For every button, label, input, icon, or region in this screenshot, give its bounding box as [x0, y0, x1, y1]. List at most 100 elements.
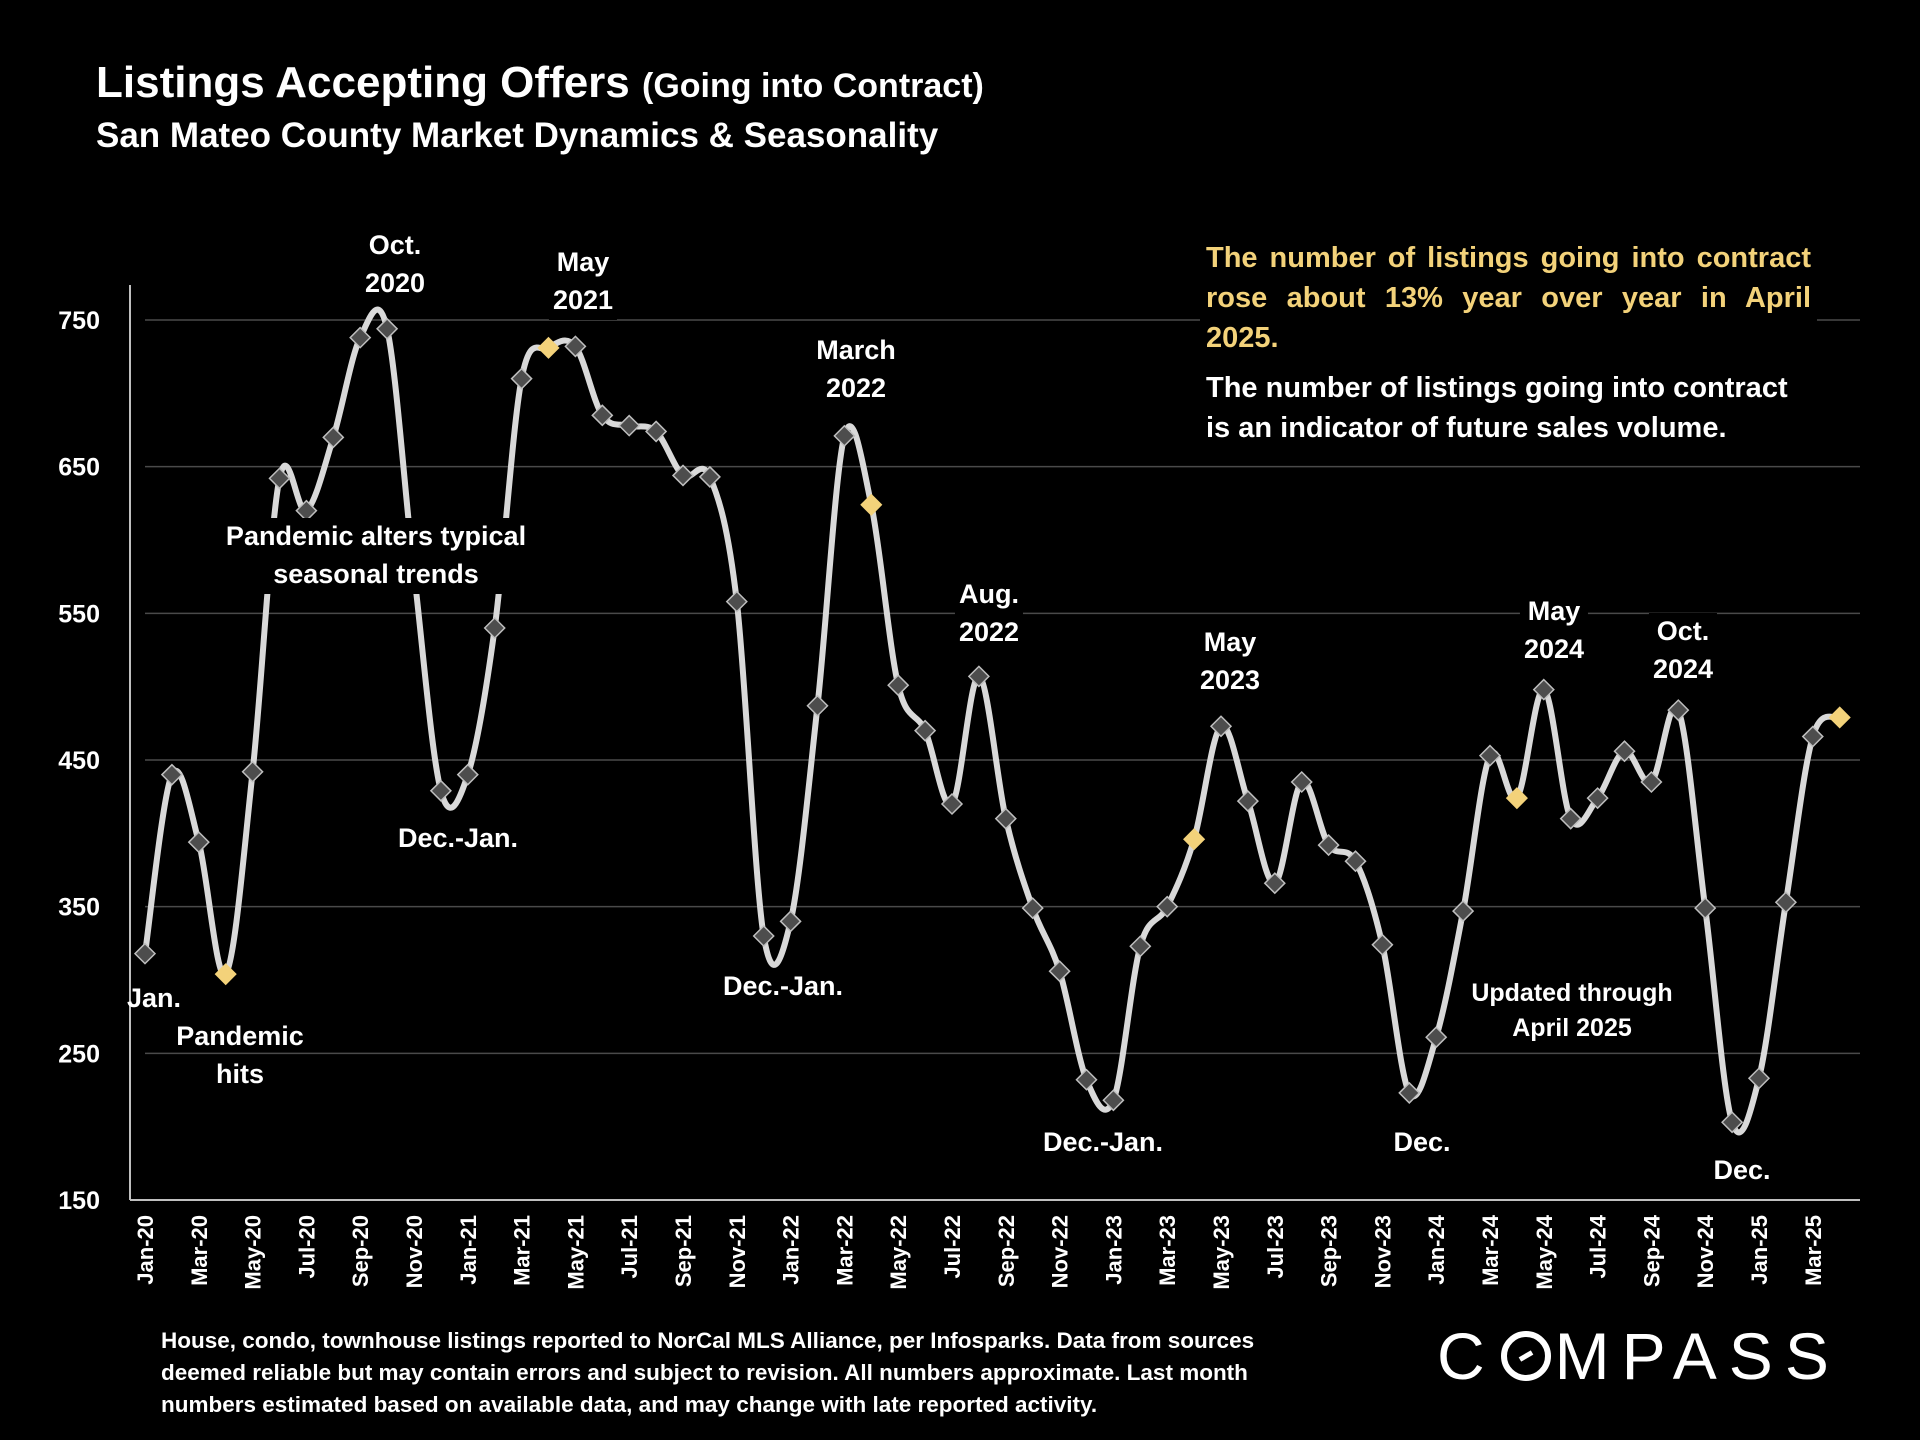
compass-logo: C MPASS — [1437, 1318, 1841, 1394]
y-tick-label: 750 — [58, 307, 100, 335]
x-tick-label: Nov-21 — [725, 1215, 750, 1288]
x-tick-label: May-22 — [886, 1215, 911, 1290]
data-point — [1774, 891, 1797, 914]
annotation-pandemic-alters: Pandemic alters typical seasonal trends — [221, 518, 531, 594]
data-point — [1586, 787, 1609, 810]
data-point — [1667, 699, 1690, 722]
logo-text-pre: C — [1437, 1319, 1497, 1393]
y-tick-label: 450 — [58, 747, 100, 775]
data-point — [967, 665, 990, 688]
data-point — [160, 763, 183, 786]
data-point-highlight — [1183, 828, 1206, 851]
annotation-march-2022: March 2022 — [812, 332, 900, 408]
annotation-dec-2024: Dec. — [1709, 1152, 1775, 1190]
data-point-highlight — [860, 493, 883, 516]
data-point — [887, 674, 910, 697]
data-point — [1452, 900, 1475, 923]
data-point — [1075, 1068, 1098, 1091]
data-point — [1290, 770, 1313, 794]
x-tick-label: Mar-22 — [832, 1215, 857, 1286]
data-point — [1694, 897, 1717, 920]
data-point — [429, 779, 452, 802]
data-point — [833, 424, 856, 447]
x-tick-labels: Jan-20 Mar-20 May-20 Jul-20 Sep-20 Nov-20 Jan-… — [133, 1214, 1826, 1289]
data-point — [1747, 1067, 1771, 1090]
y-tick-label: 350 — [58, 894, 100, 922]
annotation-aug-2022: Aug. 2022 — [954, 576, 1024, 652]
data-point — [994, 807, 1017, 830]
annotation-pandemic-hits: Pandemic hits — [176, 1021, 304, 1089]
data-point — [510, 367, 533, 390]
data-points — [133, 317, 1851, 1134]
data-point — [1156, 895, 1179, 918]
data-point — [1209, 715, 1233, 738]
data-point — [1263, 872, 1286, 895]
x-tick-label: Mar-23 — [1155, 1215, 1180, 1286]
x-tick-label: Mar-21 — [510, 1215, 535, 1286]
data-point — [1048, 960, 1071, 983]
data-point-highlight — [214, 963, 237, 986]
annotation-may-2024: May 2024 — [1519, 593, 1589, 669]
data-point — [940, 792, 964, 816]
callout-highlight: The number of listings going into contra… — [1206, 242, 1811, 354]
x-tick-label: Jul-23 — [1263, 1215, 1288, 1279]
data-point — [1344, 850, 1367, 873]
data-point — [1478, 744, 1502, 767]
callout-box: The number of listings going into contra… — [1200, 234, 1817, 452]
data-point-highlight — [537, 336, 560, 359]
x-tick-label: Sep-23 — [1317, 1215, 1342, 1287]
x-tick-label: Nov-23 — [1370, 1215, 1395, 1288]
x-tick-label: Mar-24 — [1478, 1214, 1503, 1286]
data-point — [564, 335, 587, 358]
x-tick-label: Sep-20 — [348, 1215, 373, 1287]
x-tick-label: Sep-24 — [1639, 1214, 1664, 1287]
footnote: House, condo, townhouse listings reporte… — [161, 1328, 1255, 1417]
data-point — [725, 590, 748, 613]
data-point-highlight — [1828, 706, 1851, 729]
data-point — [1102, 1089, 1125, 1112]
annotation-updated: Updated through April 2025 — [1471, 979, 1673, 1042]
x-tick-label: May-20 — [241, 1215, 266, 1290]
data-point — [483, 616, 506, 640]
data-point — [1721, 1111, 1744, 1134]
data-point — [1613, 740, 1636, 763]
compass-o-icon — [1500, 1331, 1551, 1381]
x-tick-label: Sep-21 — [671, 1215, 696, 1287]
x-tick-label: Mar-25 — [1801, 1215, 1826, 1286]
data-point — [1559, 807, 1582, 830]
data-point — [752, 924, 775, 948]
data-point — [1317, 834, 1340, 857]
annotation-oct-2020: Oct. 2020 — [360, 227, 430, 303]
x-tick-label: Nov-22 — [1048, 1215, 1073, 1288]
x-tick-label: Jul-22 — [940, 1215, 965, 1279]
data-point — [671, 464, 695, 487]
data-point-highlight — [1505, 787, 1528, 810]
data-point — [1640, 770, 1663, 794]
x-tick-label: Jan-23 — [1101, 1215, 1126, 1285]
logo-text-post: MPASS — [1554, 1319, 1841, 1393]
x-tick-label: Jul-21 — [617, 1215, 642, 1279]
data-point — [1021, 897, 1044, 920]
data-point — [914, 719, 937, 742]
x-tick-label: Nov-24 — [1693, 1214, 1718, 1288]
annotation-jan: Jan. — [126, 983, 182, 1013]
data-point — [1371, 933, 1394, 956]
annotation-may-2023: May 2023 — [1195, 624, 1265, 700]
annotation-may-2021: May 2021 — [548, 244, 618, 320]
data-point — [1425, 1026, 1448, 1049]
axes — [129, 285, 1860, 1201]
data-point — [349, 326, 372, 349]
x-tick-label: Jan-20 — [133, 1215, 158, 1285]
data-point — [1236, 790, 1259, 813]
x-tick-label: Jan-21 — [456, 1215, 481, 1285]
x-tick-label: Jul-24 — [1586, 1214, 1611, 1278]
x-tick-label: Jul-20 — [294, 1215, 319, 1279]
callout-text: The number of listings going into contra… — [1206, 372, 1788, 444]
x-tick-label: Jan-24 — [1424, 1214, 1449, 1284]
data-point — [618, 414, 641, 437]
x-tick-label: May-24 — [1532, 1214, 1557, 1289]
annotation-dec-jan-2021: Dec.-Jan. — [393, 820, 523, 858]
data-point — [133, 942, 157, 965]
annotation-dec-jan-2022: Dec.-Jan. — [718, 968, 848, 1006]
data-point — [187, 831, 210, 854]
